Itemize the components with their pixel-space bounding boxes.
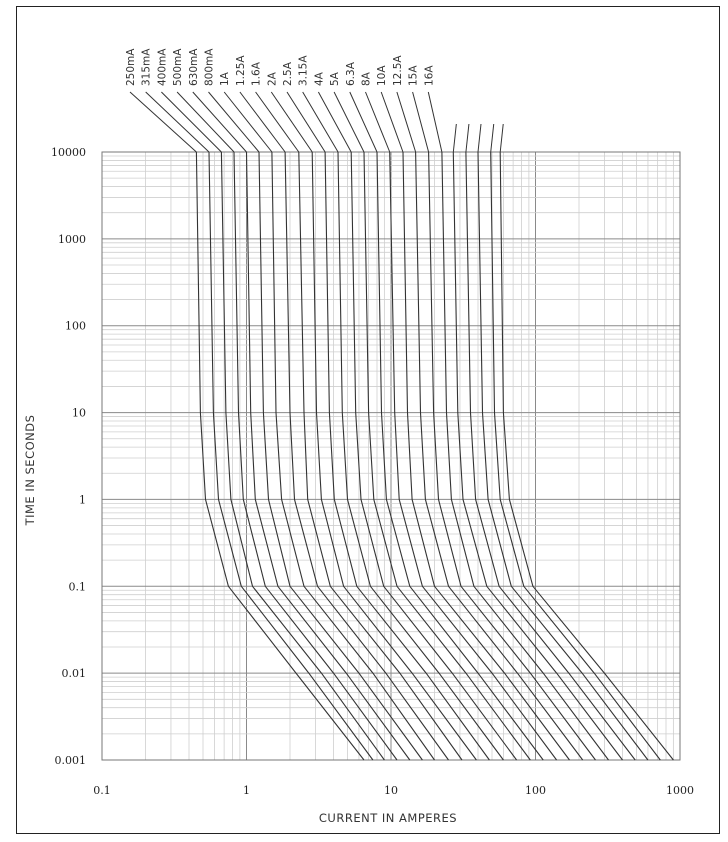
label-leader-line bbox=[129, 91, 197, 153]
fuse-curve bbox=[258, 151, 423, 761]
curve-label: 4A bbox=[313, 71, 325, 86]
label-leader-line bbox=[223, 91, 273, 153]
fuse-curve bbox=[452, 151, 623, 761]
x-tick-label: 1 bbox=[243, 784, 250, 797]
label-leader-line bbox=[270, 91, 313, 153]
curve-label: 8A bbox=[361, 71, 373, 86]
y-axis-title: TIME IN SECONDS bbox=[23, 415, 37, 527]
tick-labels: 0.1 1 10 100 1000 10000 1000 100 10 1 0.1 0.01 0.001 bbox=[51, 146, 694, 797]
fuse-curve bbox=[220, 151, 385, 761]
curve-label: 1A bbox=[219, 71, 231, 86]
label-leader-line bbox=[490, 123, 495, 153]
label-leader-line bbox=[317, 91, 352, 153]
label-leader-line bbox=[380, 91, 404, 153]
x-axis-title: CURRENT IN AMPERES bbox=[319, 811, 457, 825]
fuse-curve bbox=[350, 151, 518, 761]
fuse-curve bbox=[465, 151, 636, 761]
y-tick-label: 0.001 bbox=[55, 754, 87, 767]
curve-label: 10A bbox=[376, 65, 388, 86]
curve-label: 400mA bbox=[156, 48, 168, 86]
curve-label: 15A bbox=[408, 65, 420, 86]
y-tick-label: 0.1 bbox=[69, 580, 87, 593]
label-leader-line bbox=[412, 91, 430, 153]
curve-label: 800mA bbox=[204, 48, 216, 86]
curve-label: 3.15A bbox=[298, 55, 310, 86]
fuse-curve bbox=[298, 151, 463, 761]
fuse-curve bbox=[337, 151, 504, 761]
curve-label: 1.6A bbox=[251, 61, 263, 86]
x-tick-label: 0.1 bbox=[93, 784, 111, 797]
label-leader-line bbox=[349, 91, 378, 153]
x-tick-label: 100 bbox=[525, 784, 546, 797]
curve-label: 500mA bbox=[172, 48, 184, 86]
fuse-curve bbox=[477, 151, 649, 761]
label-leader-line bbox=[452, 123, 457, 153]
fuse-curve bbox=[311, 151, 477, 761]
fuse-curve bbox=[271, 151, 435, 761]
label-leader-line bbox=[396, 91, 417, 153]
y-tick-label: 1000 bbox=[58, 233, 86, 246]
curve-label: 1.25A bbox=[235, 55, 247, 86]
label-leader-line bbox=[427, 91, 443, 153]
plot-border bbox=[101, 151, 681, 761]
label-leader-line bbox=[255, 91, 300, 153]
curve-label: 12.5A bbox=[392, 55, 404, 86]
label-leader-line bbox=[333, 91, 365, 153]
fuse-curve bbox=[284, 151, 449, 761]
curves bbox=[195, 151, 674, 761]
fuse-curve bbox=[499, 151, 674, 761]
y-tick-label: 100 bbox=[65, 320, 86, 333]
fuse-curve bbox=[245, 151, 411, 761]
curve-label: 6.3A bbox=[345, 61, 357, 86]
curve-label: 5A bbox=[329, 71, 341, 86]
curve-label: 2A bbox=[266, 71, 278, 86]
curve-label: 16A bbox=[423, 65, 435, 86]
fuse-curve bbox=[490, 151, 661, 761]
fuse-curve bbox=[441, 151, 609, 761]
grid bbox=[101, 151, 681, 761]
x-tick-label: 10 bbox=[384, 784, 398, 797]
chart-frame bbox=[16, 6, 720, 834]
curve-label: 630mA bbox=[188, 48, 200, 86]
label-leader-line bbox=[161, 91, 222, 153]
label-leader-line bbox=[208, 91, 260, 153]
fuse-curve bbox=[363, 151, 531, 761]
curve-label: 315mA bbox=[141, 48, 153, 86]
label-leader-line bbox=[239, 91, 286, 153]
curve-label: 2.5A bbox=[282, 61, 294, 86]
label-leader-line bbox=[192, 91, 247, 153]
fuse-curve bbox=[376, 151, 544, 761]
y-tick-label: 10000 bbox=[51, 146, 86, 159]
x-tick-label: 1000 bbox=[666, 784, 694, 797]
fuse-curve bbox=[415, 151, 584, 761]
fuse-curve bbox=[195, 151, 365, 761]
label-leader-line bbox=[286, 91, 326, 153]
label-leader-line bbox=[499, 123, 504, 153]
label-leader-line bbox=[176, 91, 235, 153]
fuse-curve bbox=[402, 151, 570, 761]
y-tick-label: 0.01 bbox=[62, 667, 87, 680]
label-leader-line bbox=[145, 91, 210, 153]
label-leader-line bbox=[465, 123, 470, 153]
curve-label: 250mA bbox=[125, 48, 137, 86]
curve-labels: 250mA 315mA 400mA 500mA 630mA 800mA 1A 1.25A 1.6… bbox=[125, 48, 504, 153]
label-leader-line bbox=[365, 91, 391, 153]
fuse-curve bbox=[324, 151, 490, 761]
y-tick-label: 10 bbox=[72, 407, 86, 420]
fuse-curve bbox=[389, 151, 558, 761]
fuse-curve bbox=[208, 151, 374, 761]
fuse-curve bbox=[233, 151, 398, 761]
label-leader-line bbox=[477, 123, 482, 153]
label-leader-line bbox=[302, 91, 339, 153]
fuse-curve bbox=[428, 151, 596, 761]
y-tick-label: 1 bbox=[79, 493, 86, 506]
